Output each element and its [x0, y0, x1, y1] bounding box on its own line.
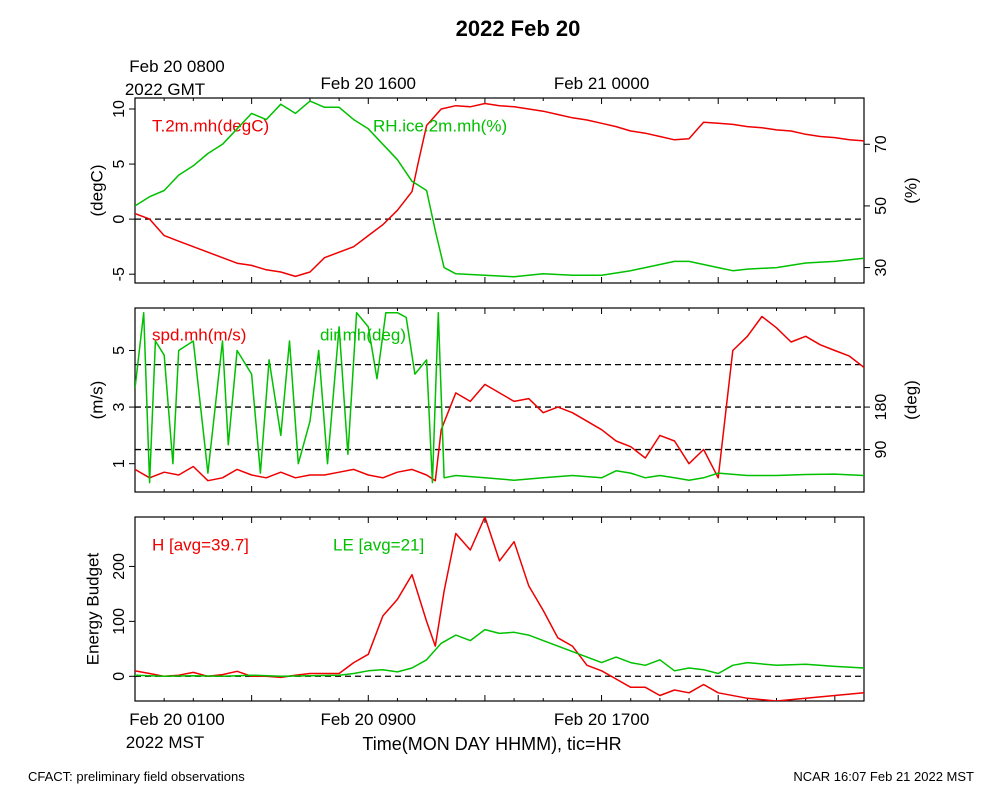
top-time-axis: Feb 20 0800 2022 GMT Feb 20 1600 Feb 21 000…: [125, 57, 649, 99]
y-axis-label-left: Energy Budget: [83, 552, 102, 665]
y-tick-label-left: 1: [111, 459, 128, 468]
series-line-1: [135, 102, 864, 278]
plot-frame: [134, 97, 865, 284]
top-axis-tick-label: Feb 21 0000: [554, 74, 649, 93]
plot-frame: [134, 516, 865, 702]
y-axis-label-left: (degC): [87, 165, 106, 217]
series-line-2: [135, 628, 864, 678]
series-line-2: [135, 100, 864, 278]
top-axis-tick-label: Feb 20 1600: [321, 74, 416, 93]
bottom-axis-tick-label: Feb 20 1700: [554, 710, 649, 729]
bottom-time-axis: Feb 20 0100 2022 MST Feb 20 0900 Feb 20 170…: [126, 710, 650, 752]
series-line-2: [135, 311, 864, 484]
legend-entry-2: LE [avg=21]: [333, 535, 424, 554]
y-tick-label-right: 180: [873, 394, 890, 421]
y-tick-label-left: 3: [111, 403, 128, 412]
top-axis-timezone-label: 2022 GMT: [125, 80, 205, 99]
bottom-axis-timezone-label: 2022 MST: [126, 733, 204, 752]
y-tick-label-right: 30: [873, 259, 890, 277]
series-line-1: [135, 315, 864, 482]
plot-frame: [134, 307, 865, 493]
y-tick-label-left: 10: [111, 100, 128, 118]
bottom-axis-tick-label: Feb 20 0100: [129, 710, 224, 729]
x-axis-label: Time(MON DAY HHMM), tic=HR: [362, 734, 621, 754]
y-tick-label-left: 200: [111, 553, 128, 580]
page-title: 2022 Feb 20: [456, 16, 581, 41]
y-axis-label-right: (deg): [901, 380, 920, 420]
y-tick-label-left: 0: [111, 672, 128, 681]
y-axis-label-right: (%): [901, 177, 920, 203]
bottom-axis-tick-label: Feb 20 0900: [321, 710, 416, 729]
legend-entry-1: T.2m.mh(degC): [152, 116, 269, 135]
y-axis-label-left: (m/s): [87, 381, 106, 420]
y-tick-label-left: 5: [111, 346, 128, 355]
y-tick-label-left: -5: [111, 267, 128, 281]
panel-temperature-humidity: -5 0 5 10 30 50 70 (degC) (%) T.2m.mh(degC) RH.ice…: [87, 97, 920, 284]
panel-wind: 1 3 5 90 180 (m/s) (deg) spd.mh(m/s) dir.mh(deg): [87, 307, 920, 493]
top-axis-tick-label: Feb 20 0800: [129, 57, 224, 76]
footer-left: CFACT: preliminary field observations: [28, 769, 245, 784]
panel-energy-budget: 0 100 200 Energy Budget H [avg=39.7] LE [avg=…: [83, 516, 865, 702]
legend-entry-2: RH.ice.2m.mh(%): [373, 116, 507, 135]
legend-entry-2: dir.mh(deg): [320, 325, 406, 344]
legend-entry-1: H [avg=39.7]: [152, 535, 249, 554]
y-tick-label-right: 90: [873, 441, 890, 459]
y-tick-label-right: 70: [873, 135, 890, 153]
y-tick-label-right: 50: [873, 197, 890, 215]
y-tick-label-left: 5: [111, 160, 128, 169]
y-tick-label-left: 0: [111, 215, 128, 224]
y-tick-label-left: 100: [111, 608, 128, 635]
legend-entry-1: spd.mh(m/s): [152, 325, 246, 344]
footer-right: NCAR 16:07 Feb 21 2022 MST: [793, 769, 974, 784]
